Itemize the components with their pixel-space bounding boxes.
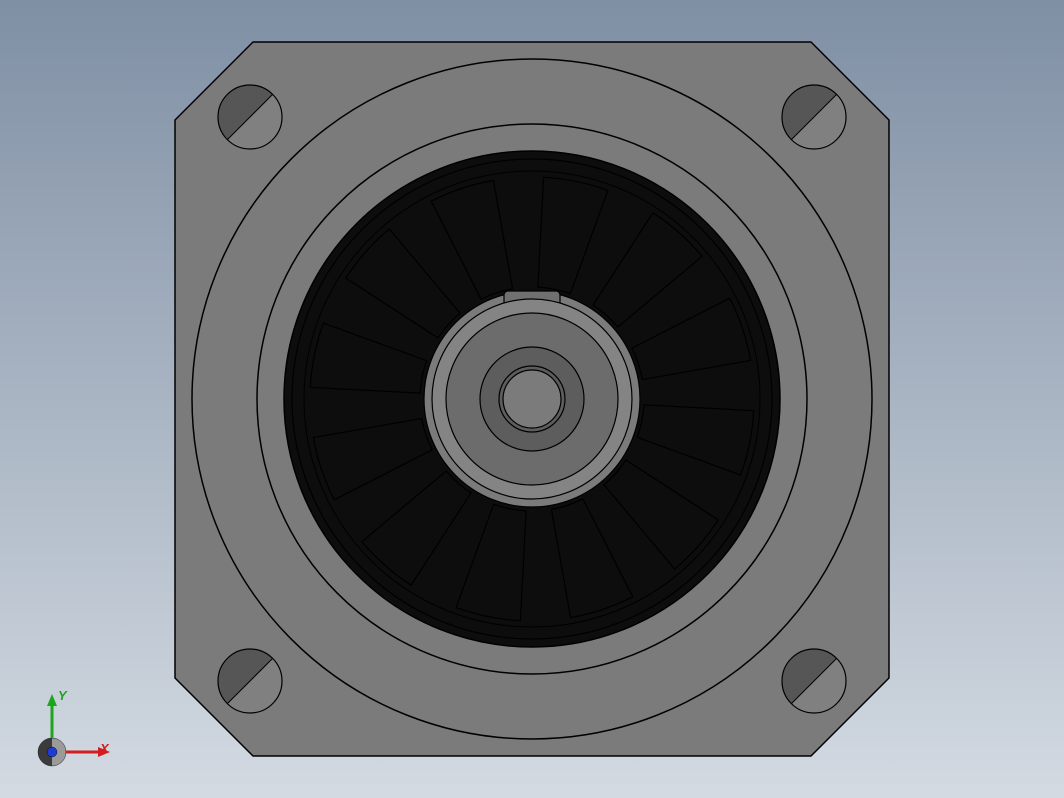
axis-label-y: Y: [58, 688, 67, 703]
cad-scene-svg: [0, 0, 1064, 798]
orientation-triad-svg: [22, 690, 112, 780]
orientation-triad[interactable]: Y X: [22, 690, 112, 780]
mounting-hole: [218, 649, 282, 713]
shaft-bore: [503, 370, 561, 428]
mounting-hole: [218, 85, 282, 149]
axis-z-icon: [47, 747, 57, 757]
mounting-hole: [782, 649, 846, 713]
mounting-hole: [782, 85, 846, 149]
cad-viewport[interactable]: Y X: [0, 0, 1064, 798]
axis-label-x: X: [100, 741, 109, 756]
